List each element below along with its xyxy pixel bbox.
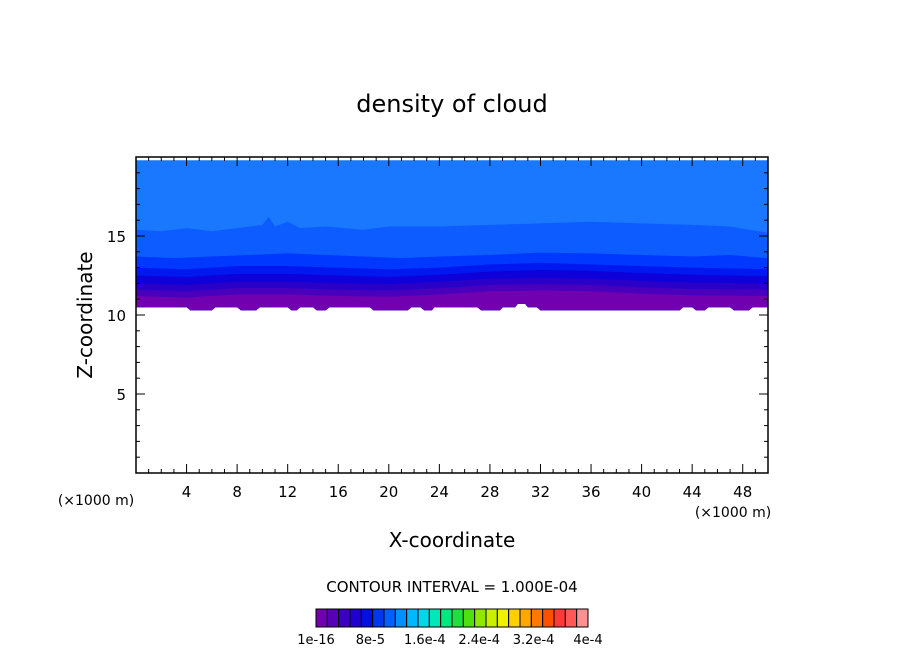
colorbar-swatch-15 (485, 608, 498, 628)
x-tick-label-20: 20 (379, 483, 398, 501)
x-tick-label-8: 8 (232, 483, 242, 501)
colorbar-swatch-19 (530, 608, 544, 628)
colorbar-swatch-18 (519, 608, 532, 628)
colorbar-swatch-3 (349, 608, 362, 628)
colorbar-label-4: 3.2e-4 (513, 633, 555, 648)
x-tick-label-48: 48 (733, 483, 752, 501)
colorbar-swatch-4 (360, 608, 374, 628)
x-tick-label-44: 44 (683, 483, 702, 501)
x-tick-label-36: 36 (581, 483, 600, 501)
colorbar-label-2: 1.6e-4 (404, 633, 446, 648)
plot-area (136, 160, 768, 311)
colorbar-label-3: 2.4e-4 (458, 633, 500, 648)
colorbar-swatch-8 (406, 608, 419, 628)
y-tick-label-10: 10 (107, 307, 126, 325)
colorbar-swatch-22 (564, 608, 578, 628)
x-tick-label-28: 28 (480, 483, 499, 501)
axis-ticks (136, 157, 768, 473)
x-unit-left: (×1000 m) (58, 493, 134, 509)
colorbar-swatch-2 (338, 608, 351, 628)
x-unit-right: (×1000 m) (695, 505, 771, 521)
y-tick-labels: 5 10 15 (107, 228, 126, 404)
colorbar (315, 608, 589, 628)
colorbar-swatch-12 (451, 608, 464, 628)
x-tick-label-4: 4 (182, 483, 192, 501)
colorbar-swatch-13 (462, 608, 476, 628)
y-tick-label-15: 15 (107, 228, 126, 246)
x-tick-label-12: 12 (278, 483, 297, 501)
colorbar-swatch-16 (496, 608, 510, 628)
colorbar-swatch-11 (440, 608, 453, 628)
x-axis-label: X-coordinate (389, 528, 516, 552)
colorbar-swatch-21 (553, 608, 566, 628)
colorbar-swatch-17 (508, 608, 521, 628)
colorbar-swatch-1 (326, 608, 340, 628)
contour-interval: CONTOUR INTERVAL = 1.000E-04 (326, 578, 577, 596)
x-tick-label-16: 16 (329, 483, 348, 501)
colorbar-labels: 1e-16 8e-5 1.6e-4 2.4e-4 3.2e-4 4e-4 (297, 633, 602, 648)
colorbar-swatch-0 (315, 608, 328, 628)
colorbar-swatch-20 (542, 608, 555, 628)
y-axis-label: Z-coordinate (73, 251, 97, 378)
colorbar-swatch-6 (383, 608, 396, 628)
colorbar-swatch-10 (428, 608, 442, 628)
chart-title: density of cloud (356, 90, 547, 118)
colorbar-swatch-5 (372, 608, 385, 628)
x-tick-labels: 4 8 12 16 20 24 28 32 36 40 44 48 (182, 483, 752, 501)
x-tick-label-40: 40 (632, 483, 651, 501)
contour-band-7 (136, 290, 768, 311)
colorbar-swatch-9 (417, 608, 430, 628)
colorbar-swatch-7 (394, 608, 408, 628)
colorbar-swatch-23 (576, 608, 589, 628)
x-tick-label-32: 32 (531, 483, 550, 501)
colorbar-swatch-14 (474, 608, 487, 628)
colorbar-label-5: 4e-4 (573, 633, 602, 648)
x-tick-label-24: 24 (430, 483, 449, 501)
colorbar-label-1: 8e-5 (356, 633, 385, 648)
colorbar-label-0: 1e-16 (297, 633, 335, 648)
y-tick-label-5: 5 (116, 386, 126, 404)
